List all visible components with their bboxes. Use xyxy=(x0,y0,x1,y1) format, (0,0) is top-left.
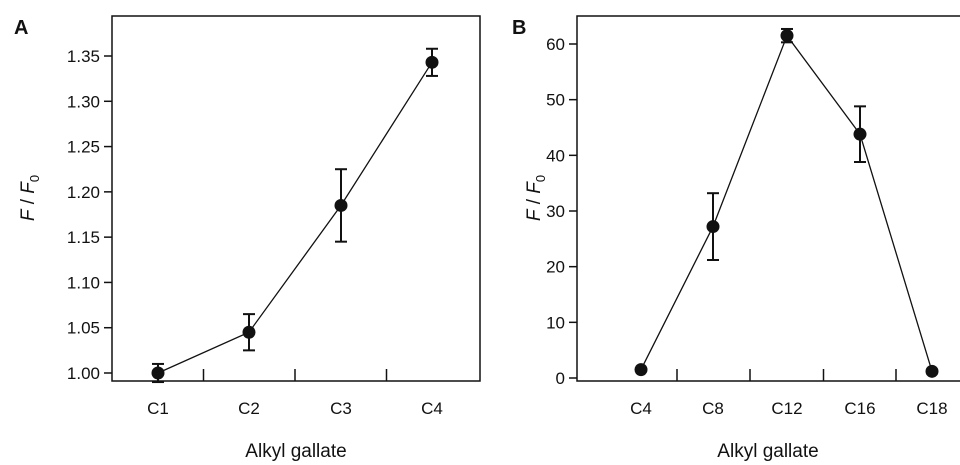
data-point-b xyxy=(853,127,867,141)
x-tick-label-b: C16 xyxy=(844,399,875,418)
y-tick-label-a: 1.20 xyxy=(67,183,100,202)
y-tick-label-b: 0 xyxy=(556,369,565,388)
y-tick-label-a: 1.25 xyxy=(67,138,100,157)
data-point-b xyxy=(925,364,939,378)
data-point-a xyxy=(242,325,256,339)
y-tick-label-a: 1.05 xyxy=(67,319,100,338)
series-line-b xyxy=(640,34,933,372)
plot-marks-a: 1.00 1.05 1.10 1.15 1.20 1.25 1.30 1.35 C1 C2 C3 C4 xyxy=(67,47,443,418)
x-tick-label-b: C12 xyxy=(771,399,802,418)
x-tick-label-a: C1 xyxy=(147,399,169,418)
x-tick-label-b: C8 xyxy=(702,399,724,418)
data-point-b xyxy=(634,363,648,377)
data-point-a xyxy=(425,55,439,69)
y-tick-label-a: 1.30 xyxy=(67,92,100,111)
series-line-a xyxy=(157,61,433,374)
x-axis-title-b: Alkyl gallate xyxy=(717,441,818,462)
data-point-a xyxy=(334,198,348,212)
data-point-a xyxy=(151,366,165,380)
y-axis-title-a: F / F0 xyxy=(18,175,42,221)
y-tick-label-a: 1.15 xyxy=(67,228,100,247)
x-tick-label-a: C2 xyxy=(238,399,260,418)
y-tick-label-a: 1.00 xyxy=(67,364,100,383)
panel-letter-a: A xyxy=(14,17,28,39)
chart-panel-b: B F / F0 Alkyl gallate 0 10 20 30 40 50 60 C4 C8… xyxy=(512,15,960,462)
data-point-b xyxy=(780,29,794,43)
panel-letter-b: B xyxy=(512,17,526,39)
y-tick-label-b: 10 xyxy=(546,313,565,332)
x-tick-label-b: C4 xyxy=(630,399,652,418)
chart-panel-a: A F / F0 Alkyl gallate 1.001.051.101.151… xyxy=(14,15,481,462)
y-axis-title-b: F / F0 xyxy=(524,175,548,221)
data-point-b xyxy=(706,220,720,234)
x-tick-label-a: C4 xyxy=(421,399,443,418)
y-tick-label-a: 1.10 xyxy=(67,273,100,292)
y-tick-label-b: 60 xyxy=(546,35,565,54)
y-tick-label-b: 40 xyxy=(546,146,565,165)
y-tick-label-b: 20 xyxy=(546,258,565,277)
plot-marks-b: 0 10 20 30 40 50 60 C4 C8 C12 C16 C18 xyxy=(546,27,948,418)
y-tick-label-b: 50 xyxy=(546,91,565,110)
x-tick-label-b: C18 xyxy=(916,399,947,418)
y-tick-label-a: 1.35 xyxy=(67,47,100,66)
y-tick-label-b: 30 xyxy=(546,202,565,221)
x-axis-title-a: Alkyl gallate xyxy=(245,441,346,462)
plot-frame-a xyxy=(111,15,481,382)
plot-frame-b xyxy=(576,15,960,382)
x-tick-label-a: C3 xyxy=(330,399,352,418)
